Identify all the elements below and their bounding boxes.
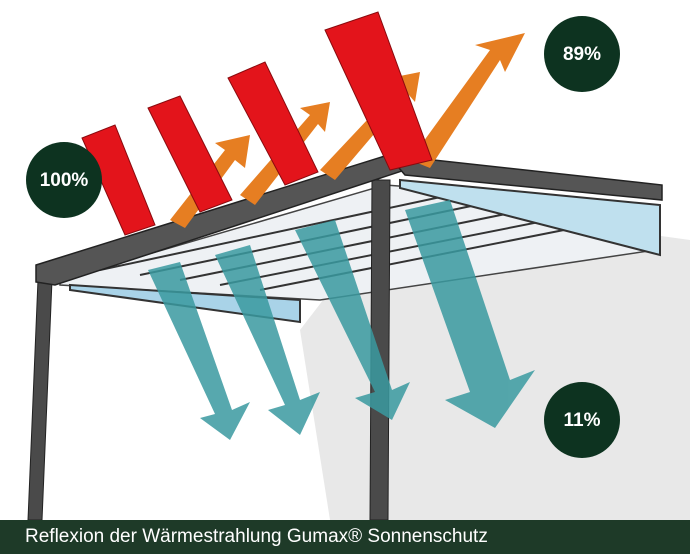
- post: [28, 280, 52, 520]
- percent-label: 100%: [40, 170, 89, 191]
- percent-label: 11%: [564, 410, 601, 431]
- illustration: 100% 89% 11%: [0, 0, 690, 520]
- percent-label: 89%: [563, 44, 601, 65]
- page: 100% 89% 11% Reflexion der Wärmestrahlun…: [0, 0, 690, 554]
- caption: Reflexion der Wärmestrahlung Gumax® Sonn…: [0, 520, 690, 554]
